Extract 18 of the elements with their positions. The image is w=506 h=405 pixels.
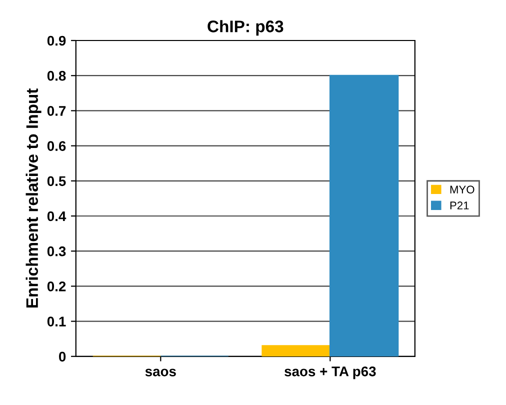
legend-label: P21 bbox=[450, 202, 469, 210]
y-tick-label: 0.2 bbox=[47, 282, 66, 292]
y-tick-label: 0.6 bbox=[47, 141, 66, 151]
y-tick-label: 0.3 bbox=[47, 246, 66, 256]
y-tick-label: 0.5 bbox=[47, 176, 66, 186]
y-tick-label: 0.1 bbox=[47, 316, 66, 326]
y-tick-label: 0.7 bbox=[47, 106, 66, 116]
y-tick-label: 0.4 bbox=[47, 211, 66, 222]
y-tick-label: 0.9 bbox=[47, 36, 66, 46]
x-tick-label: saos bbox=[145, 368, 176, 376]
legend-label: MYO bbox=[450, 186, 474, 194]
bar bbox=[262, 345, 331, 356]
bar bbox=[329, 74, 399, 356]
x-tick-label: saos + TA p63 bbox=[284, 366, 376, 380]
chart-title: ChIP: p63 bbox=[208, 20, 284, 36]
y-axis-title: Enrichment relative to Input bbox=[26, 88, 42, 308]
y-tick-label: 0.8 bbox=[47, 70, 66, 81]
y-tick-label: 0 bbox=[59, 352, 66, 362]
